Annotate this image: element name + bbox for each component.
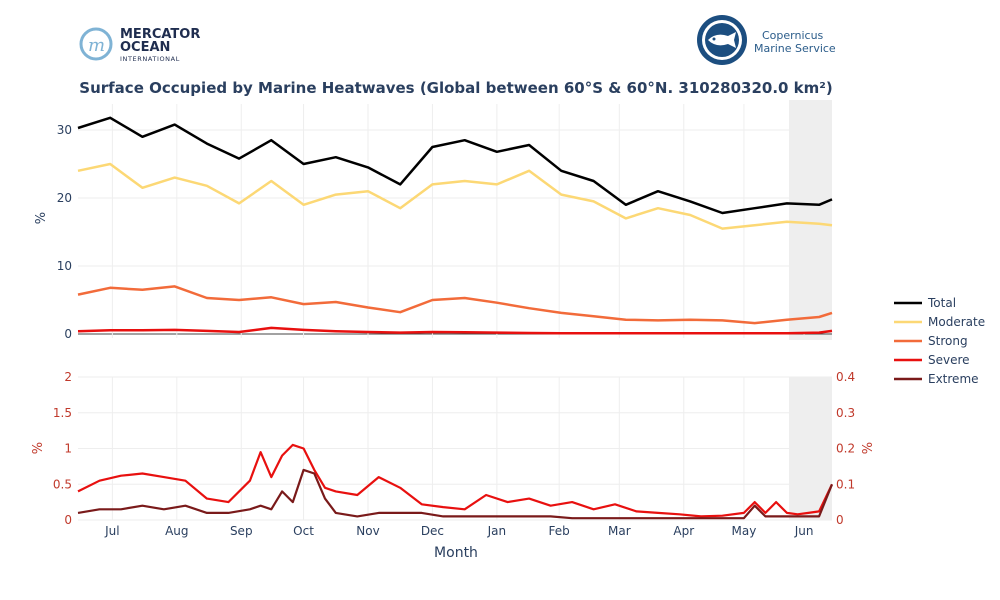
x-tick-label: Feb xyxy=(549,524,570,538)
bottom-y-right-tick-label: 0.4 xyxy=(836,370,855,384)
mercator-logo-line3: INTERNATIONAL xyxy=(120,55,180,63)
bottom-y-tick-label: 1 xyxy=(64,442,72,456)
top-y-tick-label: 0 xyxy=(64,327,72,341)
legend: Total Moderate Strong Severe Extreme xyxy=(894,296,985,386)
mercator-logo-circle-icon xyxy=(79,27,113,61)
top-y-tick-label: 20 xyxy=(57,191,72,205)
bottom-series-line-extreme xyxy=(77,468,834,520)
bottom-y-axis-title: % xyxy=(31,442,46,454)
fish-icon xyxy=(708,32,736,48)
bottom-series-line-severe xyxy=(77,443,833,518)
legend-label-total: Total xyxy=(927,296,956,310)
copernicus-logo-line2: Marine Service xyxy=(754,42,836,55)
legend-label-severe: Severe xyxy=(928,353,970,367)
x-tick-label: Jul xyxy=(104,524,119,538)
top-y-tick-label: 10 xyxy=(57,259,72,273)
legend-label-strong: Strong xyxy=(928,334,968,348)
x-tick-label: Aug xyxy=(165,524,188,538)
legend-label-moderate: Moderate xyxy=(928,315,985,329)
bottom-y-right-tick-label: 0 xyxy=(836,513,844,527)
x-tick-label: Dec xyxy=(421,524,444,538)
x-tick-label: Jun xyxy=(794,524,814,538)
chart-title: Surface Occupied by Marine Heatwaves (Gl… xyxy=(79,79,832,97)
series-line-severe xyxy=(77,326,833,335)
bottom-y-right-tick-label: 0.3 xyxy=(836,406,855,420)
series-line-strong xyxy=(77,285,833,325)
legend-label-extreme: Extreme xyxy=(928,372,979,386)
bottom-y-right-axis-title: % xyxy=(861,442,876,454)
bottom-y-tick-label: 2 xyxy=(64,370,72,384)
x-tick-label: Jan xyxy=(487,524,507,538)
x-tick-label: Nov xyxy=(356,524,379,538)
bottom-y-right-tick-label: 0.2 xyxy=(836,442,855,456)
x-axis-title: Month xyxy=(434,545,478,561)
x-tick-label: Sep xyxy=(230,524,253,538)
series-line-moderate xyxy=(77,162,833,230)
top-y-tick-label: 30 xyxy=(57,123,72,137)
mercator-logo-line1: MERCATOR xyxy=(120,27,200,42)
bottom-y-tick-label: 0 xyxy=(64,513,72,527)
bottom-y-tick-label: 0.5 xyxy=(53,477,72,491)
x-tick-label: Mar xyxy=(608,524,631,538)
x-tick-label: May xyxy=(732,524,757,538)
mercator-logo-line2: OCEAN xyxy=(120,40,170,55)
copernicus-logo-line1: Copernicus xyxy=(762,29,824,42)
mercator-ocean-logo: m MERCATOR OCEAN INTERNATIONAL xyxy=(78,24,218,66)
series-line-total xyxy=(77,116,833,215)
bottom-y-right-tick-label: 0.1 xyxy=(836,477,855,491)
bottom-plot-area: 0 0.5 1 1.5 2 0 0.1 0.2 0.3 0.4 Jul Aug Sep Oct Nov Dec… xyxy=(31,370,876,538)
bottom-y-tick-label: 1.5 xyxy=(53,406,72,420)
x-tick-label: Apr xyxy=(673,524,694,538)
copernicus-marine-logo: Copernicus Marine Service xyxy=(694,12,844,72)
svg-text:m: m xyxy=(88,35,105,56)
x-tick-label: Oct xyxy=(293,524,314,538)
top-y-axis-title: % xyxy=(34,212,49,224)
forecast-shade-top xyxy=(789,100,832,340)
top-plot-area: 0 10 20 30% xyxy=(34,100,833,341)
